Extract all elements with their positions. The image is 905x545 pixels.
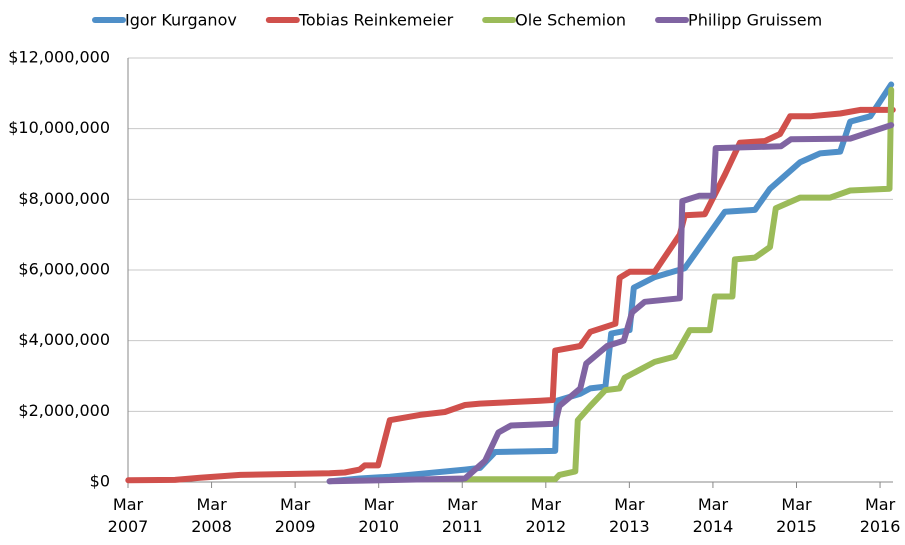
x-tick-label: Mar 2007 — [107, 495, 149, 536]
legend-label: Igor Kurganov — [125, 11, 237, 30]
legend-label: Tobias Reinkemeier — [298, 11, 454, 30]
x-tick-label: Mar 2014 — [692, 495, 734, 536]
y-tick-label: $0 — [90, 472, 110, 491]
series-line — [326, 122, 895, 485]
y-tick-label: $12,000,000 — [8, 48, 110, 67]
x-tick-label: Mar 2008 — [191, 495, 232, 536]
x-tick-label: Mar 2016 — [859, 495, 901, 536]
y-tick-label: $4,000,000 — [18, 330, 110, 349]
series-line — [125, 106, 896, 484]
x-tick-label: Mar 2009 — [274, 495, 316, 536]
legend-label: Philipp Gruissem — [688, 11, 822, 30]
x-tick-label: Mar 2012 — [525, 495, 567, 536]
x-tick-label: Mar 2011 — [441, 495, 483, 536]
x-tick-label: Mar 2010 — [358, 495, 400, 536]
series-line — [326, 81, 895, 485]
series-line — [462, 86, 895, 483]
y-tick-label: $8,000,000 — [18, 189, 110, 208]
y-tick-label: $10,000,000 — [8, 118, 110, 137]
x-tick-label: Mar 2013 — [609, 495, 650, 536]
y-tick-label: $2,000,000 — [18, 401, 110, 420]
x-tick-label: Mar 2015 — [776, 495, 817, 536]
legend-label: Ole Schemion — [515, 11, 626, 30]
y-tick-label: $6,000,000 — [18, 260, 110, 279]
